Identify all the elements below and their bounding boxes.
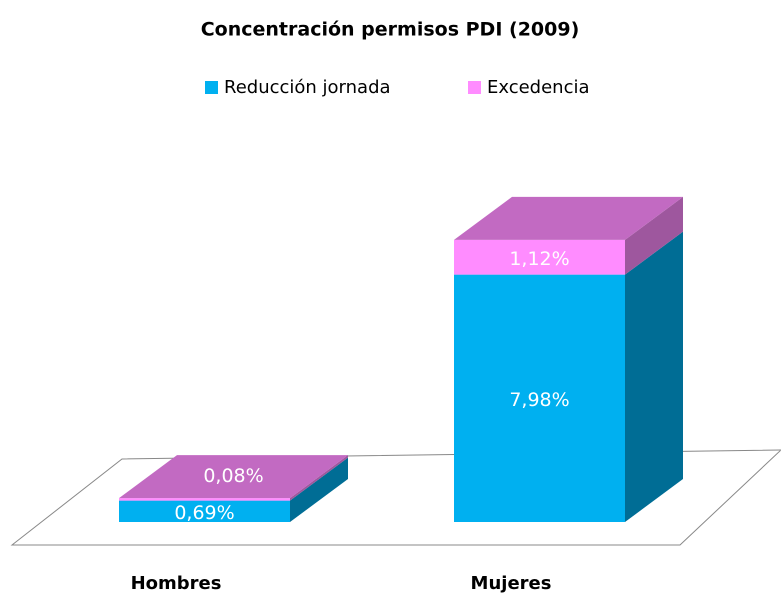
- bar-side: [625, 231, 683, 522]
- x-tick-label: Mujeres: [471, 573, 552, 594]
- bar-front: [119, 498, 290, 501]
- legend-label: Reducción jornada: [224, 77, 391, 98]
- bar-front: [454, 274, 625, 522]
- bar-top: [454, 196, 683, 240]
- legend-swatch: [468, 81, 481, 94]
- x-tick-label: Hombres: [131, 573, 222, 594]
- legend-swatch: [205, 81, 218, 94]
- data-label: 7,98%: [509, 389, 569, 411]
- bar-top: [119, 455, 348, 499]
- bar-side: [625, 196, 683, 275]
- data-label: 1,12%: [509, 248, 569, 270]
- bar-side: [290, 457, 348, 522]
- data-label: 0,69%: [174, 502, 234, 524]
- legend-label: Excedencia: [487, 77, 590, 98]
- bar-front: [119, 500, 290, 522]
- bar-front: [454, 239, 625, 275]
- data-label: 0,08%: [203, 465, 263, 487]
- bar-side: [290, 455, 348, 501]
- chart-title: Concentración permisos PDI (2009): [201, 19, 580, 41]
